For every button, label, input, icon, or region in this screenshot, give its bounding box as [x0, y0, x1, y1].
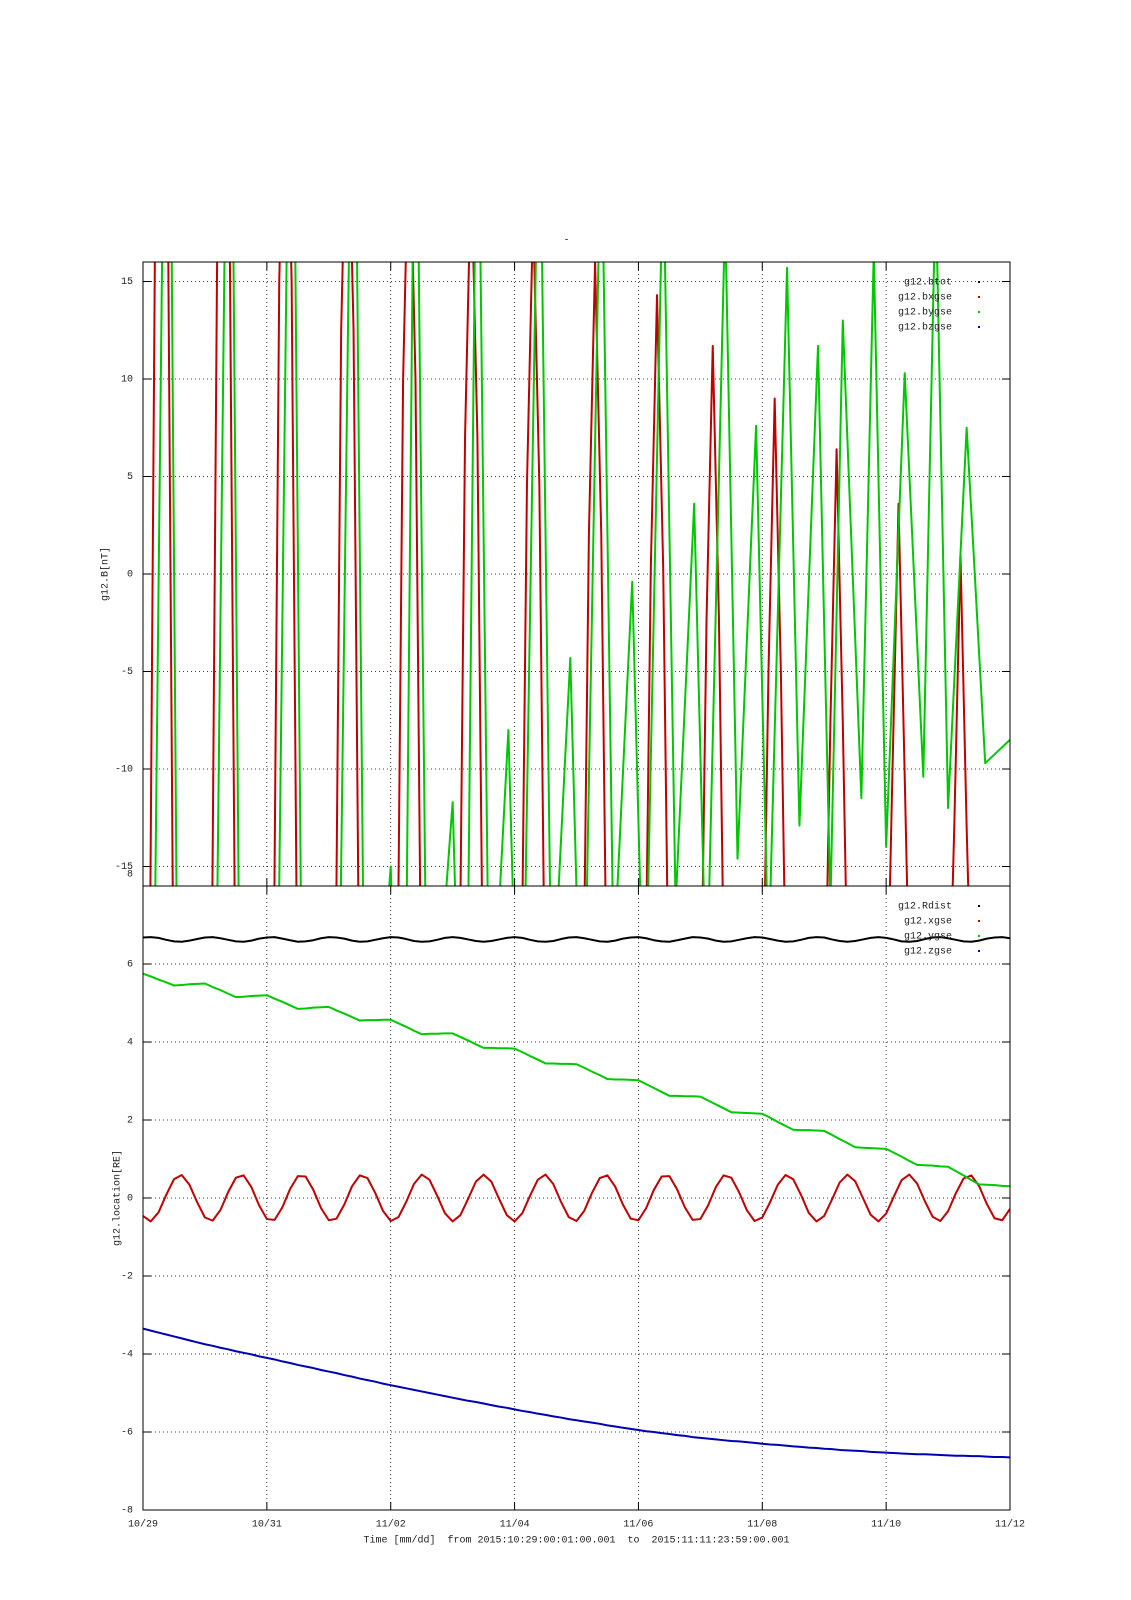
y-tick-label: 10 — [121, 375, 133, 386]
legend-label: g12.zgse — [904, 947, 952, 958]
y-tick-label: 2 — [127, 1116, 133, 1127]
y-tick-label: 0 — [127, 570, 133, 581]
y-tick-label: -6 — [121, 1428, 133, 1439]
legend-label: g12.bzgse — [898, 322, 952, 334]
legend-label: g12.ygse — [904, 932, 952, 943]
legend-marker — [978, 950, 980, 952]
legend-marker — [978, 311, 980, 313]
y-tick-label: 4 — [127, 1038, 133, 1049]
y-tick-label: 15 — [121, 277, 133, 288]
data-line — [143, 972, 1010, 1188]
y-tick-label: -4 — [121, 1350, 133, 1361]
x-tick-label: 11/08 — [747, 1519, 777, 1531]
legend-label: g12.bygse — [898, 307, 952, 319]
x-tick-label: 11/04 — [500, 1519, 530, 1531]
legend-label: g12.xgse — [904, 917, 952, 928]
chart-title: - — [563, 236, 569, 247]
y-tick-label: -5 — [121, 667, 133, 678]
legend-marker — [978, 326, 980, 328]
y-axis-title: g12.B[nT] — [100, 547, 112, 601]
plot-frame — [142, 885, 1011, 1511]
x-axis-title: Time [mm/dd] from 2015:10:29:00:01:00.00… — [363, 1535, 789, 1547]
x-tick-label: 11/06 — [623, 1519, 653, 1531]
data-line — [143, 936, 1010, 943]
y-tick-label: -8 — [121, 1506, 133, 1517]
y-tick-label: -2 — [121, 1272, 133, 1283]
legend-marker — [978, 296, 980, 298]
x-tick-label: 10/29 — [128, 1519, 158, 1531]
data-line — [149, 262, 970, 886]
legend-marker — [978, 281, 980, 283]
x-tick-label: 10/31 — [252, 1519, 282, 1531]
legend-marker — [978, 920, 980, 922]
legend-label: g12.Rdist — [898, 901, 952, 913]
x-tick-label: 11/10 — [871, 1519, 901, 1531]
data-line — [154, 262, 1010, 886]
y-tick-label: 5 — [127, 472, 133, 483]
legend-label: g12.btot — [904, 277, 952, 289]
x-tick-label: 11/12 — [995, 1519, 1025, 1531]
x-tick-label: 11/02 — [376, 1519, 406, 1531]
y-tick-label: -10 — [115, 765, 133, 776]
legend-label: g12.bxgse — [898, 292, 952, 304]
y-tick-label: 8 — [127, 870, 133, 881]
legend-marker — [978, 935, 980, 937]
data-line — [143, 1173, 1010, 1223]
data-line — [143, 1327, 1010, 1459]
y-tick-label: 6 — [127, 960, 133, 971]
y-tick-label: -15 — [115, 862, 133, 873]
legend-marker — [978, 905, 980, 907]
y-tick-label: 0 — [127, 1194, 133, 1205]
y-axis-title: g12.location[RE] — [112, 1150, 124, 1246]
